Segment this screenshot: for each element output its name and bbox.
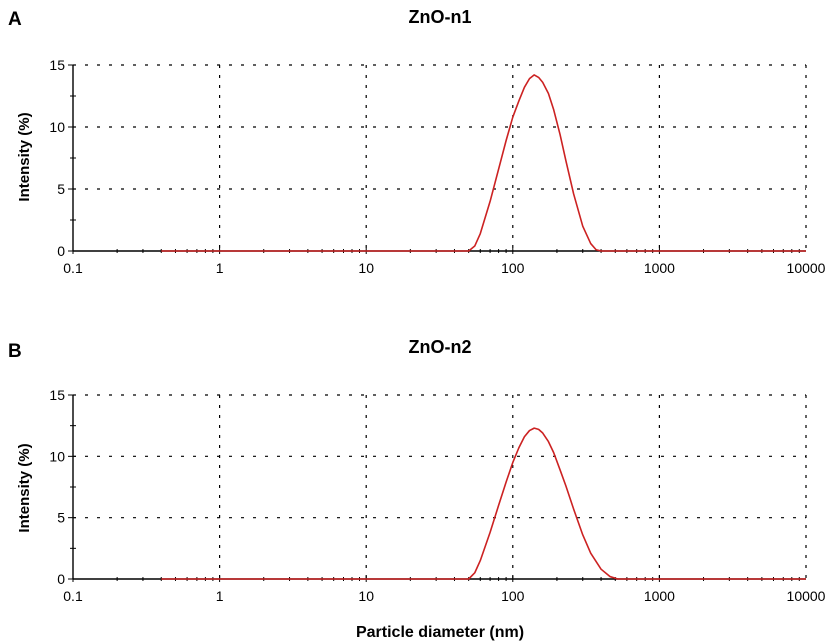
panel-a-letter: A [8,9,22,30]
x-tick-label: 1 [216,588,224,604]
panel-a-title: ZnO-n1 [409,7,472,27]
panel-a-ylabel: Intensity (%) [16,112,33,201]
panel-b-ylabel: Intensity (%) [16,443,33,532]
x-tick-label: 10000 [787,588,826,604]
x-tick-label: 1000 [644,588,675,604]
y-tick-label: 15 [49,57,65,73]
y-tick-label: 5 [57,510,65,526]
y-tick-label: 0 [57,571,65,587]
x-tick-label: 100 [501,260,525,276]
x-tick-label: 1 [216,260,224,276]
y-tick-label: 0 [57,243,65,259]
panel-a-plot: 0.1 1 10 100 1000 10000 0 5 10 15 [49,57,825,276]
x-tick-label: 10 [358,588,374,604]
x-axis-label: Particle diameter (nm) [356,624,524,641]
x-tick-label: 10000 [787,260,826,276]
series-line [161,427,806,580]
panel-b-letter: B [8,341,22,362]
x-tick-label: 10 [358,260,374,276]
y-tick-label: 10 [49,448,65,464]
y-tick-label: 5 [57,181,65,197]
x-tick-label: 1000 [644,260,675,276]
panel-b-plot: 0.1 1 10 100 1000 10000 0 5 10 15 [49,387,825,604]
y-tick-label: 10 [49,119,65,135]
series-line [161,74,806,252]
x-tick-label: 100 [501,588,525,604]
panel-b-title: ZnO-n2 [409,337,472,357]
x-tick-label: 0.1 [63,588,83,604]
x-tick-label: 0.1 [63,260,83,276]
y-tick-label: 15 [49,387,65,403]
